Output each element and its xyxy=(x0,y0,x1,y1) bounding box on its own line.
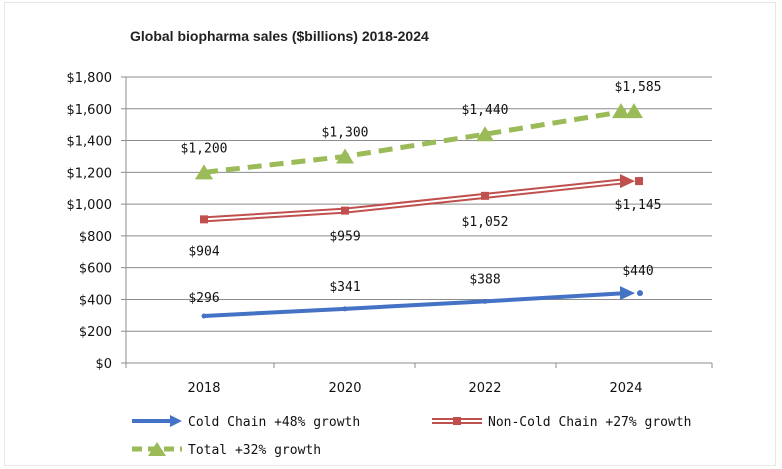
legend-label: Total +32% growth xyxy=(188,443,321,458)
series-line-total xyxy=(203,108,627,175)
legend-label: Non-Cold Chain +27% growth xyxy=(488,415,692,430)
x-tick-label: 2022 xyxy=(468,381,501,396)
x-tick-label: 2024 xyxy=(609,381,642,396)
legend-label: Cold Chain +48% growth xyxy=(188,415,360,430)
data-point-cold-chain xyxy=(201,313,207,319)
data-point-non-cold-chain xyxy=(200,215,208,224)
y-tick-label: $200 xyxy=(79,325,112,340)
data-point-non-cold-chain xyxy=(481,191,489,200)
data-label: $1,300 xyxy=(322,125,369,140)
legend-marker xyxy=(148,442,166,456)
y-tick-label: $1,000 xyxy=(67,198,113,213)
data-label: $1,052 xyxy=(462,215,509,230)
y-axis-ticks: $0 $200 $400 $600 $800 $1,000 $1,200 $1,400 $1,6… xyxy=(67,71,113,372)
legend: Cold Chain +48% growth Non-Cold Chain +27… xyxy=(132,415,692,458)
data-label: $959 xyxy=(329,230,360,245)
data-label: $1,440 xyxy=(462,103,509,118)
data-point-non-cold-chain-end xyxy=(635,177,643,186)
legend-marker xyxy=(170,415,182,427)
data-point-total xyxy=(476,126,494,142)
legend-marker xyxy=(453,417,461,425)
data-point-cold-chain xyxy=(620,286,635,301)
x-tick-label: 2020 xyxy=(328,381,361,396)
data-label: $1,145 xyxy=(615,198,662,213)
data-point-total xyxy=(625,103,643,119)
data-label: $440 xyxy=(622,264,653,279)
gridlines xyxy=(121,76,713,368)
x-tick-label: 2018 xyxy=(187,381,220,396)
series-line-non-cold-chain-inner xyxy=(203,180,627,221)
data-label: $296 xyxy=(188,291,219,306)
chart-frame xyxy=(4,2,776,466)
legend-item: Non-Cold Chain +27% growth xyxy=(432,415,692,430)
series-line-cold-chain xyxy=(203,291,627,318)
y-tick-label: $1,600 xyxy=(67,103,113,118)
legend-item: Total +32% growth xyxy=(132,442,321,458)
y-tick-label: $1,400 xyxy=(67,135,113,150)
data-label: $388 xyxy=(469,272,500,287)
data-point-total xyxy=(195,164,213,180)
data-label: $904 xyxy=(188,244,219,259)
x-axis-ticks: 2018 2020 2022 2024 xyxy=(187,381,642,396)
data-labels: $296 $341 $388 $440 $904 $959 $1,052 $1,145 $1,2… xyxy=(181,80,662,306)
data-point-total xyxy=(336,148,354,164)
y-tick-label: $400 xyxy=(79,293,112,308)
data-point-cold-chain xyxy=(342,306,348,312)
y-tick-label: $800 xyxy=(79,230,112,245)
y-tick-label: $0 xyxy=(95,357,112,372)
data-point-non-cold-chain xyxy=(341,206,349,215)
series-group xyxy=(195,103,643,319)
data-label: $1,585 xyxy=(615,80,662,95)
y-tick-label: $1,800 xyxy=(67,71,113,86)
data-label: $1,200 xyxy=(181,141,228,156)
data-point-cold-chain-end xyxy=(637,290,643,297)
data-point-total-end xyxy=(612,103,630,119)
data-label: $341 xyxy=(329,280,360,295)
y-tick-label: $1,200 xyxy=(67,166,113,181)
y-tick-label: $600 xyxy=(79,262,112,277)
data-point-cold-chain xyxy=(482,298,488,304)
chart-title: Global biopharma sales ($billions) 2018-… xyxy=(130,28,429,44)
legend-item: Cold Chain +48% growth xyxy=(132,415,360,430)
data-point-non-cold-chain xyxy=(620,174,635,189)
